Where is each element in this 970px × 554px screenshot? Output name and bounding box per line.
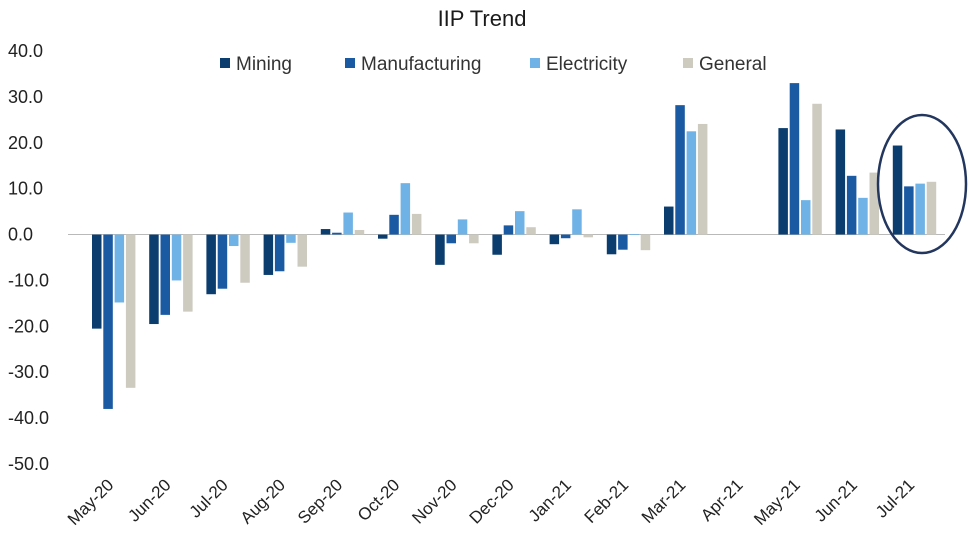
bar-group <box>263 234 307 275</box>
bar-manufacturing <box>503 225 514 235</box>
bar-manufacturing <box>274 234 285 272</box>
bar-group <box>778 83 822 235</box>
bar-general <box>297 234 307 267</box>
bar-mining <box>835 129 846 235</box>
bar-manufacturing <box>389 214 399 235</box>
bar-electricity <box>400 183 411 235</box>
bar-general <box>869 172 879 235</box>
bar-mining <box>664 206 674 235</box>
bar-group <box>92 234 136 409</box>
bar-manufacturing <box>618 234 628 250</box>
legend-item-mining: Mining <box>220 54 292 75</box>
legend-item-general: General <box>683 54 767 75</box>
bar-electricity <box>229 234 239 247</box>
y-tick-label: -20.0 <box>8 316 49 336</box>
legend-label: Electricity <box>546 54 628 75</box>
bar-general <box>526 227 536 235</box>
bar-electricity <box>858 197 868 235</box>
bar-manufacturing <box>675 105 685 235</box>
bar-electricity <box>286 234 296 243</box>
bar-manufacturing <box>789 83 800 235</box>
bar-mining <box>378 234 388 239</box>
bar-mining <box>892 145 903 235</box>
bar-mining <box>92 234 102 329</box>
bar-general <box>697 123 708 235</box>
y-tick-label: 20.0 <box>8 133 43 153</box>
y-tick-label: 40.0 <box>8 41 43 61</box>
bar-general <box>469 234 479 244</box>
bar-general <box>583 234 593 238</box>
bar-manufacturing <box>103 234 113 409</box>
bar-group <box>892 145 937 235</box>
legend-item-electricity: Electricity <box>530 54 628 75</box>
bar-group <box>549 209 593 245</box>
bar-manufacturing <box>560 234 571 239</box>
bar-general <box>812 103 822 235</box>
bar-electricity <box>572 209 582 235</box>
y-tick-label: 0.0 <box>8 225 33 245</box>
y-tick-label: 10.0 <box>8 179 43 199</box>
bar-mining <box>206 234 216 295</box>
chart-legend: Mining Manufacturing Electricity General <box>220 54 767 75</box>
bar-manufacturing <box>904 186 914 235</box>
bar-mining <box>149 234 159 325</box>
bar-general <box>926 181 937 235</box>
legend-swatch <box>220 58 230 68</box>
bar-electricity <box>801 200 811 235</box>
bar-mining <box>492 234 502 255</box>
bar-manufacturing <box>160 234 170 315</box>
legend-item-manufacturing: Manufacturing <box>345 54 481 75</box>
legend-label: Manufacturing <box>361 54 481 75</box>
bar-manufacturing <box>846 175 857 235</box>
bar-mining <box>320 229 331 235</box>
bar-general <box>640 234 651 251</box>
bar-group <box>149 234 193 325</box>
bar-electricity <box>457 219 468 235</box>
legend-label: Mining <box>236 54 292 75</box>
legend-swatch <box>530 58 540 68</box>
bar-group <box>492 211 536 255</box>
bar-electricity <box>343 212 353 235</box>
bar-general <box>125 234 136 388</box>
bar-group <box>835 129 879 235</box>
bar-group <box>378 183 422 239</box>
bar-electricity <box>915 183 925 235</box>
bar-group <box>206 234 250 295</box>
bar-mining <box>435 234 445 265</box>
y-axis: 40.0 30.0 20.0 10.0 0.0 -10.0 -20.0 -30.0 -40.0 -… <box>8 41 945 474</box>
bar-mining <box>606 234 617 255</box>
y-tick-label: -40.0 <box>8 408 49 428</box>
bar-area <box>92 83 937 409</box>
legend-swatch <box>345 58 355 68</box>
bar-electricity <box>171 234 182 281</box>
highlight-circle <box>876 113 968 255</box>
bar-general <box>240 234 250 283</box>
bar-group <box>320 212 365 235</box>
chart-title: IIP Trend <box>438 6 527 31</box>
bar-mining <box>778 128 788 235</box>
y-tick-label: -30.0 <box>8 362 49 382</box>
bar-electricity <box>515 211 525 235</box>
bar-general <box>183 234 193 312</box>
y-tick-label: -10.0 <box>8 270 49 290</box>
bar-electricity <box>629 234 639 235</box>
bar-group <box>435 219 479 265</box>
bar-general <box>411 213 422 235</box>
bar-manufacturing <box>217 234 228 289</box>
bar-manufacturing <box>332 232 342 235</box>
bar-electricity <box>114 234 125 303</box>
bar-mining <box>549 234 560 245</box>
legend-swatch <box>683 58 693 68</box>
bar-group <box>664 105 708 235</box>
y-tick-label: -50.0 <box>8 454 49 474</box>
bar-group <box>606 234 651 255</box>
bar-manufacturing <box>446 234 456 244</box>
y-tick-label: 30.0 <box>8 87 43 107</box>
legend-label: General <box>699 54 767 75</box>
bar-electricity <box>686 131 697 235</box>
bar-general <box>354 229 365 235</box>
bar-mining <box>263 234 274 275</box>
